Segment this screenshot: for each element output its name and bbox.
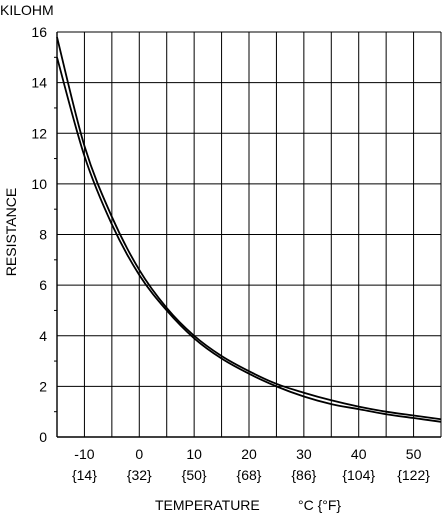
y-unit-label: KILOHM: [0, 2, 54, 18]
resistance-curve-upper: [56, 36, 442, 421]
x-unit-label: °C {°F}: [298, 497, 341, 513]
y-tick-label: 16: [31, 24, 47, 40]
x-tick-label-fahrenheit: {50}: [182, 467, 207, 483]
y-tick-label: 2: [39, 378, 47, 394]
y-tick-label: 8: [39, 227, 47, 243]
x-tick-label-fahrenheit: {14}: [72, 467, 97, 483]
y-tick-label: 10: [31, 176, 47, 192]
x-tick-label-celsius: 50: [406, 446, 422, 462]
x-tick-label-fahrenheit: {86}: [291, 467, 316, 483]
x-tick-label-fahrenheit: {122}: [397, 467, 430, 483]
x-tick-label-celsius: 40: [351, 446, 367, 462]
y-tick-label: 0: [39, 429, 47, 445]
x-axis-label: TEMPERATURE: [155, 497, 260, 513]
x-tick-label-celsius: 20: [241, 446, 257, 462]
curves: [56, 36, 442, 423]
x-tick-label-celsius: 0: [135, 446, 143, 462]
y-tick-label: 14: [31, 75, 47, 91]
x-tick-labels: -10 {14} 0 {32} 10 {50} 20 {68} 30 {86} 40 {104} 50 {…: [72, 446, 430, 483]
x-tick-label-fahrenheit: {32}: [127, 467, 152, 483]
resistance-curve-lower: [56, 57, 442, 423]
y-tick-labels: 0 2 4 6 8 10 12 14 16: [31, 24, 47, 445]
y-tick-label: 6: [39, 277, 47, 293]
y-axis-label: RESISTANCE: [3, 188, 19, 276]
grid: [54, 31, 442, 438]
x-tick-label-celsius: 30: [296, 446, 312, 462]
x-tick-label-celsius: 10: [186, 446, 202, 462]
y-tick-label: 12: [31, 125, 47, 141]
x-tick-label-celsius: -10: [74, 446, 94, 462]
y-tick-label: 4: [39, 328, 47, 344]
x-tick-label-fahrenheit: {68}: [237, 467, 262, 483]
x-tick-label-fahrenheit: {104}: [342, 467, 375, 483]
